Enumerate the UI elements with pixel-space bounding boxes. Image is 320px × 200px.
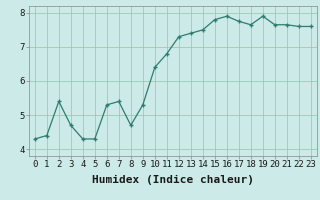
- X-axis label: Humidex (Indice chaleur): Humidex (Indice chaleur): [92, 175, 254, 185]
